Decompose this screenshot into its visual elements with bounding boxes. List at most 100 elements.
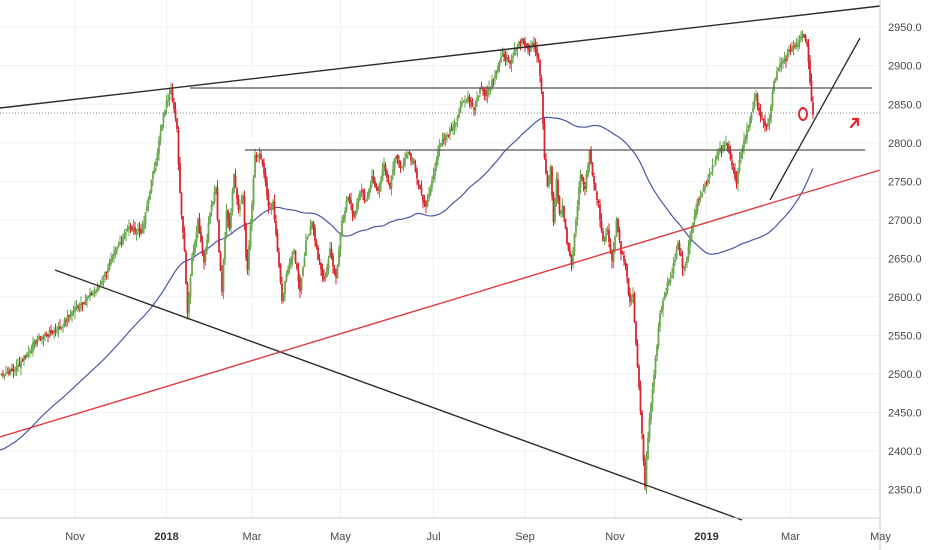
candle-up (369, 180, 372, 193)
candle-body (236, 188, 238, 200)
candle-down (756, 92, 759, 111)
candle-body (509, 60, 511, 64)
candle-up (753, 93, 756, 110)
candle-down (410, 152, 412, 166)
candle-up (711, 158, 714, 177)
candle-body (752, 107, 754, 113)
candle-down (266, 176, 268, 201)
candle-body (519, 41, 522, 44)
candle-up (152, 171, 154, 186)
candle-body (384, 164, 387, 172)
candle-up (207, 216, 210, 244)
candle-body (447, 134, 450, 136)
candle-down (804, 33, 807, 43)
candle-body (62, 326, 64, 328)
candle-body (35, 341, 37, 344)
candle-body (566, 228, 568, 244)
candle-body (431, 180, 433, 188)
candle-down (806, 39, 808, 47)
candle-up (23, 354, 25, 366)
candle-body (66, 315, 69, 322)
candle-up (383, 158, 385, 177)
candle-up (122, 233, 124, 246)
candle-body (662, 300, 664, 310)
candle-body (104, 272, 106, 278)
candle-up (336, 264, 339, 279)
candle-up (117, 241, 120, 249)
y-tick-label: 2400.0 (888, 446, 922, 458)
candle-up (272, 199, 274, 211)
candle-body (425, 204, 427, 207)
candle-up (747, 124, 750, 133)
candle-body (189, 277, 192, 298)
candle-body (227, 210, 229, 220)
candle-down (386, 169, 388, 183)
candle-down (278, 247, 280, 269)
candle-up (494, 69, 496, 85)
candle-up (195, 225, 198, 248)
candle-down (201, 235, 204, 257)
candle-up (9, 368, 12, 376)
candle-body (663, 296, 666, 300)
candle-down (624, 259, 627, 271)
candle-body (774, 78, 777, 80)
candle-down (203, 251, 205, 270)
candle-body (558, 196, 561, 214)
candle-body (75, 306, 78, 308)
candle-body (152, 171, 154, 179)
candle-body (695, 209, 697, 218)
candle-down (594, 182, 597, 191)
candle-body (617, 218, 619, 231)
candle-up (500, 49, 502, 63)
candle-down (320, 262, 322, 276)
candle-down (569, 243, 571, 258)
candle-down (131, 225, 133, 232)
candle-body (768, 118, 771, 123)
candle-body (123, 234, 126, 239)
candle-body (29, 351, 31, 353)
candle-up (431, 176, 433, 192)
candle-body (596, 191, 598, 200)
candle-body (20, 361, 22, 368)
candle-down (318, 253, 321, 266)
candle-up (233, 173, 235, 194)
candle-body (753, 99, 756, 108)
candle-body (159, 132, 162, 141)
candle-body (533, 43, 535, 46)
candle-up (14, 366, 16, 376)
candle-up (774, 77, 777, 83)
candle-body (476, 98, 478, 103)
candle-up (53, 327, 55, 340)
candle-up (303, 252, 306, 268)
candle-up (72, 305, 75, 317)
candle-body (293, 249, 295, 251)
candle-body (299, 280, 301, 292)
candle-up (252, 174, 255, 211)
candle-body (597, 201, 600, 204)
candle-up (305, 233, 307, 257)
candle-body (137, 229, 139, 231)
candle-body (117, 245, 120, 248)
candle-down (537, 53, 540, 63)
candle-up (366, 191, 369, 202)
candle-body (23, 356, 25, 361)
candle-body (603, 240, 606, 242)
candle-up (126, 224, 129, 232)
candle-body (702, 187, 705, 192)
candle-body (579, 175, 582, 188)
candle-body (480, 88, 483, 90)
candle-body (231, 190, 234, 212)
candle-down (323, 269, 325, 283)
candle-up (669, 271, 672, 286)
candle-up (231, 187, 234, 216)
candle-body (410, 153, 412, 161)
candle-body (240, 199, 243, 205)
candle-down (678, 239, 681, 256)
candle-body (468, 96, 471, 102)
candle-down (626, 263, 628, 284)
candle-body (387, 179, 390, 183)
candle-body (56, 331, 58, 333)
candle-body (6, 372, 9, 374)
candle-up (132, 219, 135, 236)
candle-body (87, 296, 90, 298)
